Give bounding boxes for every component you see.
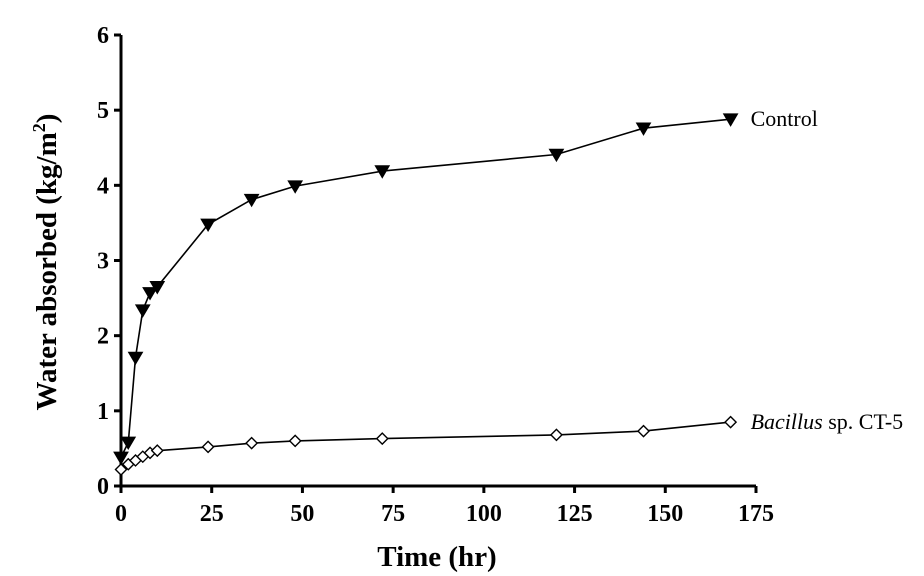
data-point-triangle xyxy=(127,351,144,366)
data-point-diamond xyxy=(724,415,738,429)
y-axis-title-main: Water absorbed (kg/m xyxy=(31,132,63,410)
data-point-triangle xyxy=(200,218,216,233)
series-control xyxy=(113,113,739,466)
series-layer xyxy=(113,113,739,476)
series-label: Bacillus sp. CT-5 xyxy=(751,409,904,434)
x-tick-label: 75 xyxy=(381,501,405,527)
data-point-diamond xyxy=(201,440,215,454)
x-axis-title: Time (hr) xyxy=(377,541,496,573)
y-tick-label: 2 xyxy=(97,324,109,350)
x-tick-label: 175 xyxy=(738,501,774,527)
x-axis-ticks: 0 25 50 75 100 125 150 175 xyxy=(115,486,774,527)
series-label: Control xyxy=(751,106,818,131)
y-axis-title-superscript: 2 xyxy=(29,123,49,132)
data-point-diamond xyxy=(150,444,164,458)
y-axis-title-end: ) xyxy=(31,114,63,124)
x-tick-label: 0 xyxy=(115,501,127,527)
series-labels: Control Bacillus sp. CT-5 xyxy=(751,106,904,434)
y-axis-ticks: 0 1 2 3 4 5 6 xyxy=(97,23,121,500)
series-line xyxy=(120,118,731,458)
y-tick-label: 4 xyxy=(97,173,109,199)
y-axis-title: Water absorbed (kg/m2) xyxy=(29,114,63,411)
data-point-triangle xyxy=(287,180,304,194)
y-tick-label: 0 xyxy=(97,474,109,500)
x-tick-label: 150 xyxy=(647,501,683,527)
data-point-diamond xyxy=(288,434,302,448)
y-tick-label: 3 xyxy=(97,249,109,275)
x-tick-label: 25 xyxy=(200,501,224,527)
y-tick-label: 6 xyxy=(97,23,109,49)
data-point-triangle xyxy=(722,113,739,127)
data-point-diamond xyxy=(637,424,651,438)
data-point-diamond xyxy=(114,462,128,476)
data-point-triangle xyxy=(635,122,652,136)
data-point-diamond xyxy=(549,428,563,442)
y-tick-label: 5 xyxy=(97,98,109,124)
x-tick-label: 125 xyxy=(557,501,593,527)
data-point-triangle xyxy=(548,148,565,163)
data-point-diamond xyxy=(375,432,389,446)
data-point-triangle xyxy=(142,287,158,301)
y-tick-label: 1 xyxy=(97,399,109,425)
data-point-diamond xyxy=(245,436,259,450)
series-bacillus xyxy=(114,415,738,476)
data-point-triangle xyxy=(113,451,129,466)
data-point-triangle xyxy=(149,281,166,295)
series-label-text: Control xyxy=(751,106,818,131)
series-label-text: sp. CT-5 xyxy=(823,409,903,434)
data-point-triangle xyxy=(120,436,137,451)
series-label-italic: Bacillus xyxy=(751,409,823,434)
data-point-triangle xyxy=(243,193,260,208)
x-tick-label: 100 xyxy=(466,501,502,527)
data-point-triangle xyxy=(374,165,391,179)
x-tick-label: 50 xyxy=(290,501,314,527)
data-point-triangle xyxy=(134,304,151,318)
